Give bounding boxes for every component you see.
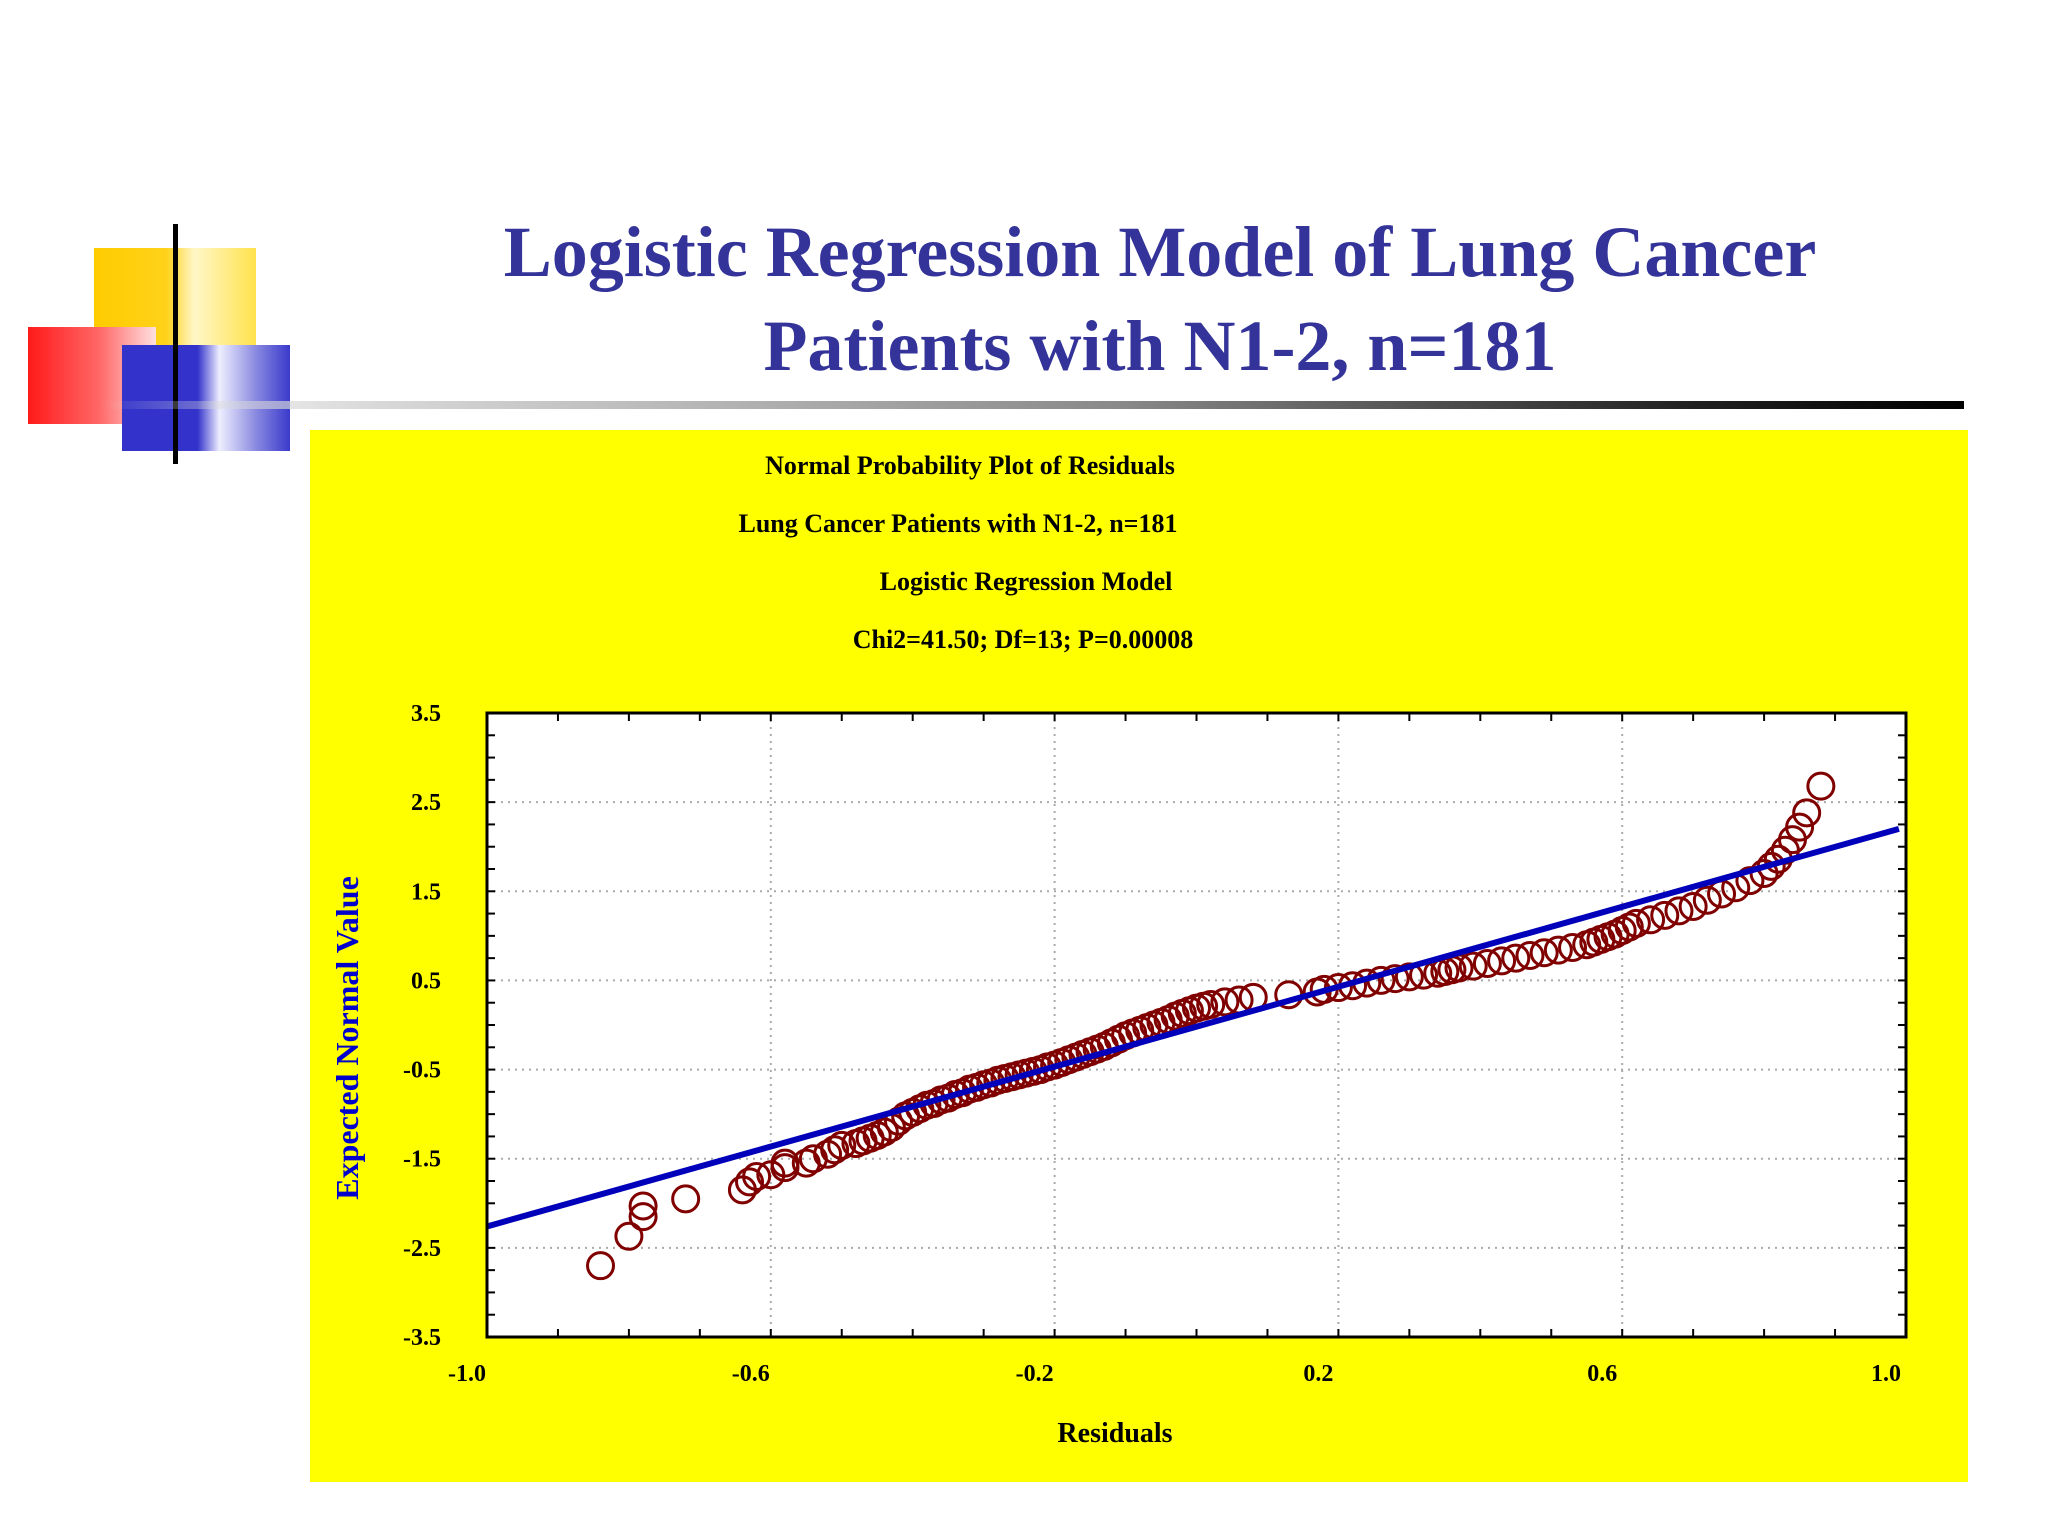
residual-point bbox=[1636, 905, 1666, 935]
residual-point bbox=[1678, 891, 1708, 921]
residual-point bbox=[1196, 989, 1226, 1019]
chart-panel: Normal Probability Plot of Residuals Lung… bbox=[310, 430, 1968, 1482]
slide-title-line-1: Logistic Regression Model of Lung Cancer bbox=[503, 212, 1817, 292]
residual-point bbox=[820, 1135, 850, 1165]
residual-point bbox=[1501, 943, 1531, 973]
x-tick-label: -1.0 bbox=[448, 1361, 486, 1387]
decor-blue-square bbox=[122, 345, 290, 451]
x-tick-label: 1.0 bbox=[1871, 1361, 1901, 1387]
grid-lines bbox=[487, 713, 1906, 1337]
residual-point bbox=[1472, 948, 1502, 978]
residual-point bbox=[1806, 771, 1836, 801]
residual-point bbox=[614, 1221, 644, 1251]
residual-point bbox=[742, 1162, 772, 1192]
y-tick-label: -3.5 bbox=[403, 1325, 441, 1351]
x-tick-label: 0.6 bbox=[1587, 1361, 1617, 1387]
y-tick-labels: 3.5 2.5 1.5 0.5 -0.5 -1.5 -2.5 -3.5 bbox=[403, 701, 441, 1351]
y-tick-label: 0.5 bbox=[411, 968, 441, 994]
residual-point bbox=[1487, 946, 1517, 976]
fit-line bbox=[486, 825, 1900, 1230]
plot-frame bbox=[485, 711, 1908, 1339]
residual-point bbox=[1621, 908, 1651, 938]
residual-point bbox=[1650, 900, 1680, 930]
residual-point bbox=[671, 1184, 701, 1214]
residual-point bbox=[628, 1191, 658, 1221]
x-tick-label: -0.2 bbox=[1016, 1361, 1054, 1387]
y-axis-label: Expected Normal Value bbox=[329, 876, 365, 1200]
y-tick-label: -2.5 bbox=[403, 1236, 441, 1262]
decor-horizontal-rule bbox=[100, 401, 1964, 409]
y-tick-label: 2.5 bbox=[411, 790, 441, 816]
y-tick-label: -1.5 bbox=[403, 1147, 441, 1173]
residual-point bbox=[1792, 798, 1822, 828]
residual-point bbox=[1458, 951, 1488, 981]
y-tick-label: 3.5 bbox=[411, 701, 441, 727]
residual-point bbox=[1692, 885, 1722, 915]
chart-header-line-4: Chi2=41.50; Df=13; P=0.00008 bbox=[853, 625, 1194, 654]
residual-point bbox=[1543, 935, 1573, 965]
chart-header-line-3: Logistic Regression Model bbox=[880, 567, 1173, 596]
residual-point bbox=[1210, 987, 1240, 1017]
chart-header: Normal Probability Plot of Residuals Lung… bbox=[738, 451, 1193, 654]
decor-vertical-line bbox=[173, 224, 178, 464]
residual-point bbox=[1664, 896, 1694, 926]
residual-point bbox=[1380, 964, 1410, 994]
y-tick-label: 1.5 bbox=[411, 879, 441, 905]
x-tick-labels: -1.0 -0.6 -0.2 0.2 0.6 1.0 bbox=[448, 1361, 1901, 1387]
residual-point bbox=[628, 1202, 658, 1232]
residual-point bbox=[1529, 938, 1559, 968]
residual-point bbox=[1515, 940, 1545, 970]
residual-point bbox=[735, 1167, 765, 1197]
residual-point bbox=[1558, 932, 1588, 962]
y-tick-label: -0.5 bbox=[403, 1058, 441, 1084]
x-tick-label: 0.2 bbox=[1303, 1361, 1333, 1387]
residual-point bbox=[827, 1130, 857, 1160]
residual-point bbox=[1785, 812, 1815, 842]
x-tick-label: -0.6 bbox=[732, 1361, 770, 1387]
chart-header-line-2: Lung Cancer Patients with N1-2, n=181 bbox=[738, 509, 1177, 538]
residual-point bbox=[1735, 866, 1765, 896]
chart-header-line-1: Normal Probability Plot of Residuals bbox=[765, 451, 1175, 480]
residual-point bbox=[586, 1251, 616, 1281]
slide-title: Logistic Regression Model of Lung Cancer… bbox=[360, 205, 1960, 393]
residual-point bbox=[770, 1148, 800, 1178]
residual-point bbox=[813, 1139, 843, 1169]
chart-svg: Normal Probability Plot of Residuals Lung… bbox=[329, 451, 1908, 1449]
slide-title-line-2: Patients with N1-2, n=181 bbox=[763, 306, 1557, 386]
x-axis-label: Residuals bbox=[1057, 1418, 1172, 1449]
